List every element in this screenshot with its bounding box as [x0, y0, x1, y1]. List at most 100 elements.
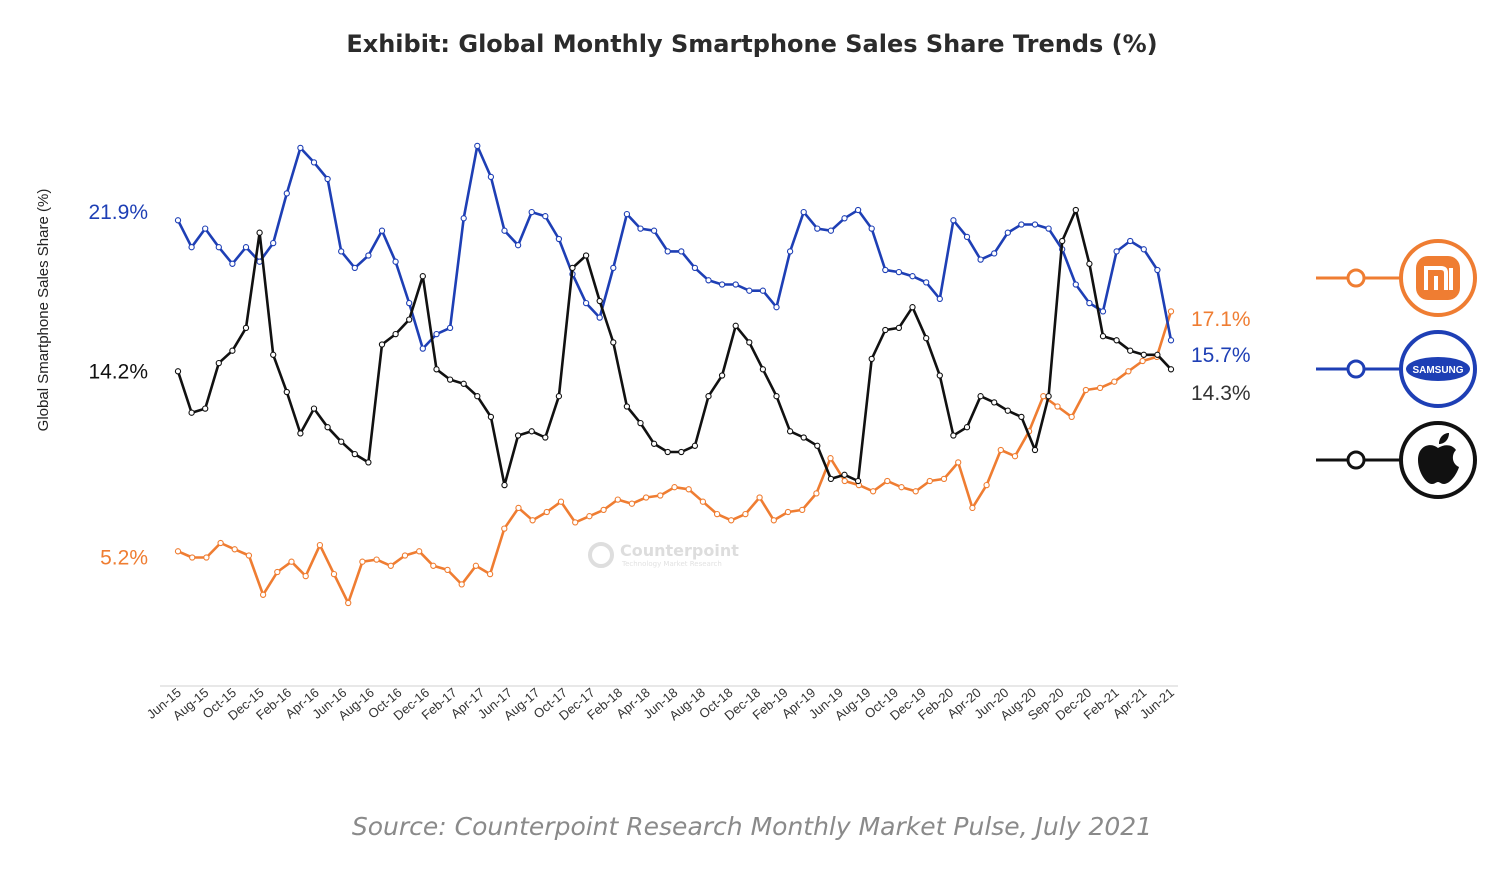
data-point-xiaomi — [501, 525, 508, 532]
data-point-samsung — [610, 264, 617, 272]
y-axis-label: Global Smartphone Sales Share (%) — [35, 189, 52, 432]
data-point-apple — [895, 324, 903, 332]
y-tick-label: 5.2% — [100, 547, 148, 570]
data-point-xiaomi — [345, 599, 352, 607]
data-point-samsung — [650, 227, 658, 234]
data-point-xiaomi — [572, 519, 579, 526]
data-point-xiaomi — [586, 513, 593, 520]
data-point-xiaomi — [940, 475, 948, 483]
data-point-apple — [732, 322, 739, 329]
xiaomi-logo-glyph — [1424, 266, 1453, 290]
data-point-xiaomi — [642, 494, 650, 501]
data-point-samsung — [909, 273, 916, 280]
data-point-apple — [909, 304, 916, 311]
data-point-xiaomi — [742, 510, 749, 518]
data-point-samsung — [487, 173, 495, 181]
data-point-samsung — [174, 217, 182, 224]
data-point-apple — [1004, 407, 1011, 414]
data-point-samsung — [351, 264, 358, 272]
data-point-apple — [351, 450, 358, 458]
data-point-samsung — [229, 260, 236, 267]
data-point-xiaomi — [685, 486, 692, 493]
series-apple — [174, 206, 1175, 489]
data-point-xiaomi — [628, 500, 636, 507]
data-point-xiaomi — [884, 477, 891, 485]
data-point-xiaomi — [174, 548, 182, 555]
data-point-xiaomi — [1096, 384, 1104, 392]
data-point-apple — [637, 419, 644, 427]
data-point-xiaomi — [189, 554, 196, 561]
data-point-xiaomi — [302, 572, 309, 580]
data-point-apple — [297, 430, 304, 437]
data-point-apple — [882, 326, 889, 334]
data-point-samsung — [1004, 229, 1011, 236]
x-tick-labels: Jun-15Aug-15Oct-15Dec-15Feb-16Apr-16Jun-… — [144, 685, 1177, 723]
legend-item-xiaomi — [1316, 239, 1477, 317]
data-point-xiaomi — [444, 566, 451, 574]
data-point-xiaomi — [898, 484, 905, 491]
data-point-apple — [365, 459, 372, 466]
data-point-samsung — [433, 330, 440, 338]
data-point-samsung — [1154, 266, 1161, 274]
data-point-apple — [242, 324, 250, 332]
data-point-samsung — [310, 159, 318, 166]
data-point-samsung — [923, 279, 930, 286]
data-point-samsung — [1018, 221, 1025, 228]
data-point-samsung — [555, 235, 563, 243]
data-point-xiaomi — [1167, 308, 1175, 315]
y-tick-labels: 21.9% 14.2% 5.2% — [88, 201, 148, 569]
data-point-samsung — [1113, 248, 1120, 255]
data-point-apple — [446, 376, 454, 383]
data-point-samsung — [514, 242, 522, 249]
data-point-xiaomi — [728, 517, 735, 524]
data-point-apple — [174, 368, 182, 375]
data-point-apple — [841, 471, 848, 478]
data-point-samsung — [882, 266, 889, 274]
data-point-samsung — [963, 233, 971, 241]
data-point-xiaomi — [231, 546, 238, 553]
data-point-samsung — [1045, 225, 1052, 232]
data-point-apple — [705, 393, 712, 400]
data-point-apple — [215, 359, 222, 367]
end-label-xiaomi: 17.1% — [1191, 308, 1251, 331]
data-point-apple — [338, 438, 345, 445]
end-labels: 17.1% 15.7% 14.3% — [1191, 308, 1251, 405]
data-point-samsung — [378, 227, 386, 234]
data-point-apple — [270, 351, 277, 358]
end-label-apple: 14.3% — [1191, 382, 1251, 405]
data-point-samsung — [678, 248, 685, 255]
data-point-xiaomi — [841, 477, 848, 485]
data-point-apple — [501, 481, 508, 489]
data-point-xiaomi — [458, 581, 465, 588]
data-point-samsung — [800, 208, 807, 216]
data-point-xiaomi — [543, 508, 550, 516]
data-point-xiaomi — [1068, 413, 1075, 421]
data-point-xiaomi — [359, 558, 366, 565]
data-point-apple — [623, 403, 631, 410]
data-point-xiaomi — [869, 488, 877, 495]
data-point-apple — [542, 434, 549, 441]
data-point-apple — [718, 372, 726, 379]
data-point-samsung — [501, 227, 508, 234]
y-tick-label: 14.2% — [88, 360, 148, 383]
watermark-name: Counterpoint — [620, 541, 739, 560]
data-point-xiaomi — [813, 490, 820, 497]
watermark-logo: Counterpoint Technology Market Research — [588, 541, 739, 568]
data-point-apple — [310, 405, 318, 412]
data-point-samsung — [1072, 281, 1079, 288]
data-point-xiaomi — [373, 556, 380, 563]
data-point-samsung — [419, 345, 426, 352]
data-point-apple — [582, 252, 590, 259]
data-point-apple — [773, 393, 780, 400]
data-point-samsung — [1140, 246, 1147, 253]
data-point-xiaomi — [969, 504, 976, 512]
data-point-apple — [691, 442, 699, 449]
data-point-xiaomi — [401, 552, 409, 559]
data-point-samsung — [746, 287, 753, 294]
data-point-apple — [827, 475, 835, 483]
data-point-xiaomi — [316, 541, 324, 549]
data-point-xiaomi — [288, 558, 295, 565]
watermark-tagline: Technology Market Research — [621, 560, 722, 568]
data-point-xiaomi — [671, 484, 678, 491]
